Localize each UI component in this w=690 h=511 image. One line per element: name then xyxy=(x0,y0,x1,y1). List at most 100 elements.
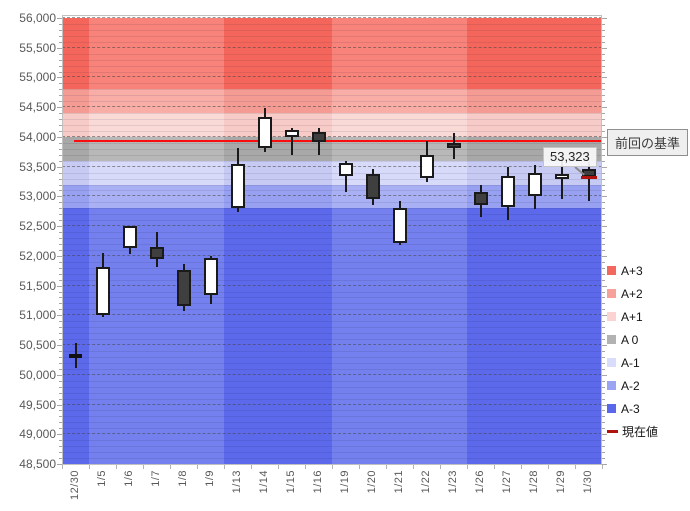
y-axis-tick xyxy=(59,23,62,25)
y-axis-label: 53,500 xyxy=(19,159,56,174)
y-axis-tick xyxy=(59,446,62,448)
minor-gridline xyxy=(62,148,602,150)
y-axis-tick xyxy=(59,214,62,216)
minor-gridline xyxy=(62,238,602,240)
y-axis-tick-right xyxy=(602,172,605,174)
band-A+2 xyxy=(224,89,332,114)
minor-gridline xyxy=(62,59,602,61)
y-axis-tick-right xyxy=(602,440,605,442)
minor-gridline xyxy=(62,410,602,412)
candle-body xyxy=(122,225,137,248)
y-axis-tick-right xyxy=(602,297,605,299)
y-axis-tick xyxy=(59,220,62,222)
candle-body xyxy=(257,116,272,148)
band-A0 xyxy=(89,136,224,161)
minor-gridline xyxy=(62,160,602,162)
candle-body xyxy=(311,131,326,142)
y-axis-tick xyxy=(59,356,62,358)
y-axis-tick-right xyxy=(602,428,605,430)
y-axis-tick-right xyxy=(602,291,605,293)
y-axis-tick-right xyxy=(602,434,607,436)
major-gridline xyxy=(62,344,602,346)
minor-gridline xyxy=(62,214,602,216)
minor-gridline xyxy=(62,309,602,311)
y-axis-tick xyxy=(59,279,62,281)
minor-gridline xyxy=(62,333,602,335)
y-axis-tick xyxy=(57,47,62,49)
x-axis-label: 1/15 xyxy=(284,470,297,494)
minor-gridline xyxy=(62,83,602,85)
x-axis-tick xyxy=(170,465,171,469)
y-axis-tick-right xyxy=(602,243,605,245)
y-axis-tick xyxy=(59,410,62,412)
major-gridline xyxy=(62,106,602,108)
candle-doji-bar xyxy=(69,353,82,358)
major-gridline xyxy=(62,17,602,18)
y-axis-tick xyxy=(59,53,62,55)
minor-gridline xyxy=(62,232,602,234)
x-axis-label: 1/23 xyxy=(446,470,459,494)
y-axis-tick xyxy=(59,101,62,103)
minor-gridline xyxy=(62,458,602,460)
y-axis-tick-right xyxy=(602,309,605,311)
y-axis-tick xyxy=(59,208,62,210)
y-axis-tick-right xyxy=(602,107,607,109)
legend-label: A+3 xyxy=(621,263,643,278)
major-gridline xyxy=(62,225,602,227)
x-axis-tick xyxy=(602,465,603,469)
y-axis-tick xyxy=(59,29,62,31)
minor-gridline xyxy=(62,119,602,121)
minor-gridline xyxy=(62,65,602,67)
y-axis-tick-right xyxy=(602,315,607,317)
y-axis-label: 50,500 xyxy=(19,338,56,353)
y-axis-tick-right xyxy=(602,374,607,376)
y-axis-tick xyxy=(59,452,62,454)
candle-body xyxy=(473,191,488,205)
x-axis-tick xyxy=(548,465,549,469)
y-axis-tick xyxy=(59,125,62,127)
y-axis-tick-right xyxy=(602,226,607,228)
legend-label: 現在値 xyxy=(622,425,659,439)
minor-gridline xyxy=(62,41,602,43)
y-axis-tick xyxy=(57,18,62,19)
x-axis-tick xyxy=(332,465,333,469)
y-axis-tick xyxy=(59,202,62,204)
minor-gridline xyxy=(62,35,602,37)
y-axis-label: 52,000 xyxy=(19,248,56,263)
x-axis-label: 1/22 xyxy=(419,470,432,494)
y-axis-tick-right xyxy=(602,41,605,43)
y-axis-tick-right xyxy=(602,142,605,144)
y-axis-tick-right xyxy=(602,398,605,400)
legend-swatch-dash xyxy=(607,430,618,433)
y-axis-tick-right xyxy=(602,71,605,73)
current-value-annotation: 53,323 xyxy=(543,147,597,167)
y-axis-tick-right xyxy=(602,356,605,358)
band-A-1 xyxy=(62,160,89,185)
y-axis-tick xyxy=(57,464,62,465)
y-axis-tick-right xyxy=(602,184,605,186)
y-axis-tick xyxy=(57,196,62,198)
legend-swatch-square xyxy=(607,312,616,321)
candle-body xyxy=(95,266,110,316)
minor-gridline xyxy=(62,53,602,55)
band-A0 xyxy=(62,136,89,161)
legend-label: A+1 xyxy=(621,309,643,324)
legend-swatch-square xyxy=(607,358,616,367)
y-axis-tick xyxy=(59,327,62,329)
legend-label: A-3 xyxy=(621,401,640,416)
band-A-1 xyxy=(89,160,224,185)
candle-body xyxy=(581,169,596,178)
y-axis-tick xyxy=(59,339,62,341)
legend-swatch-square xyxy=(607,404,616,413)
y-axis-label: 56,000 xyxy=(19,11,56,25)
legend-swatch-square xyxy=(607,289,616,298)
minor-gridline xyxy=(62,130,602,132)
candle-body xyxy=(284,130,299,137)
minor-gridline xyxy=(62,446,602,448)
y-axis-tick-right xyxy=(602,279,605,281)
candle-body xyxy=(419,154,434,178)
y-axis-tick-right xyxy=(602,410,605,412)
y-axis-tick-right xyxy=(602,220,605,222)
y-axis-tick-right xyxy=(602,130,605,132)
band-A+1 xyxy=(89,113,224,137)
